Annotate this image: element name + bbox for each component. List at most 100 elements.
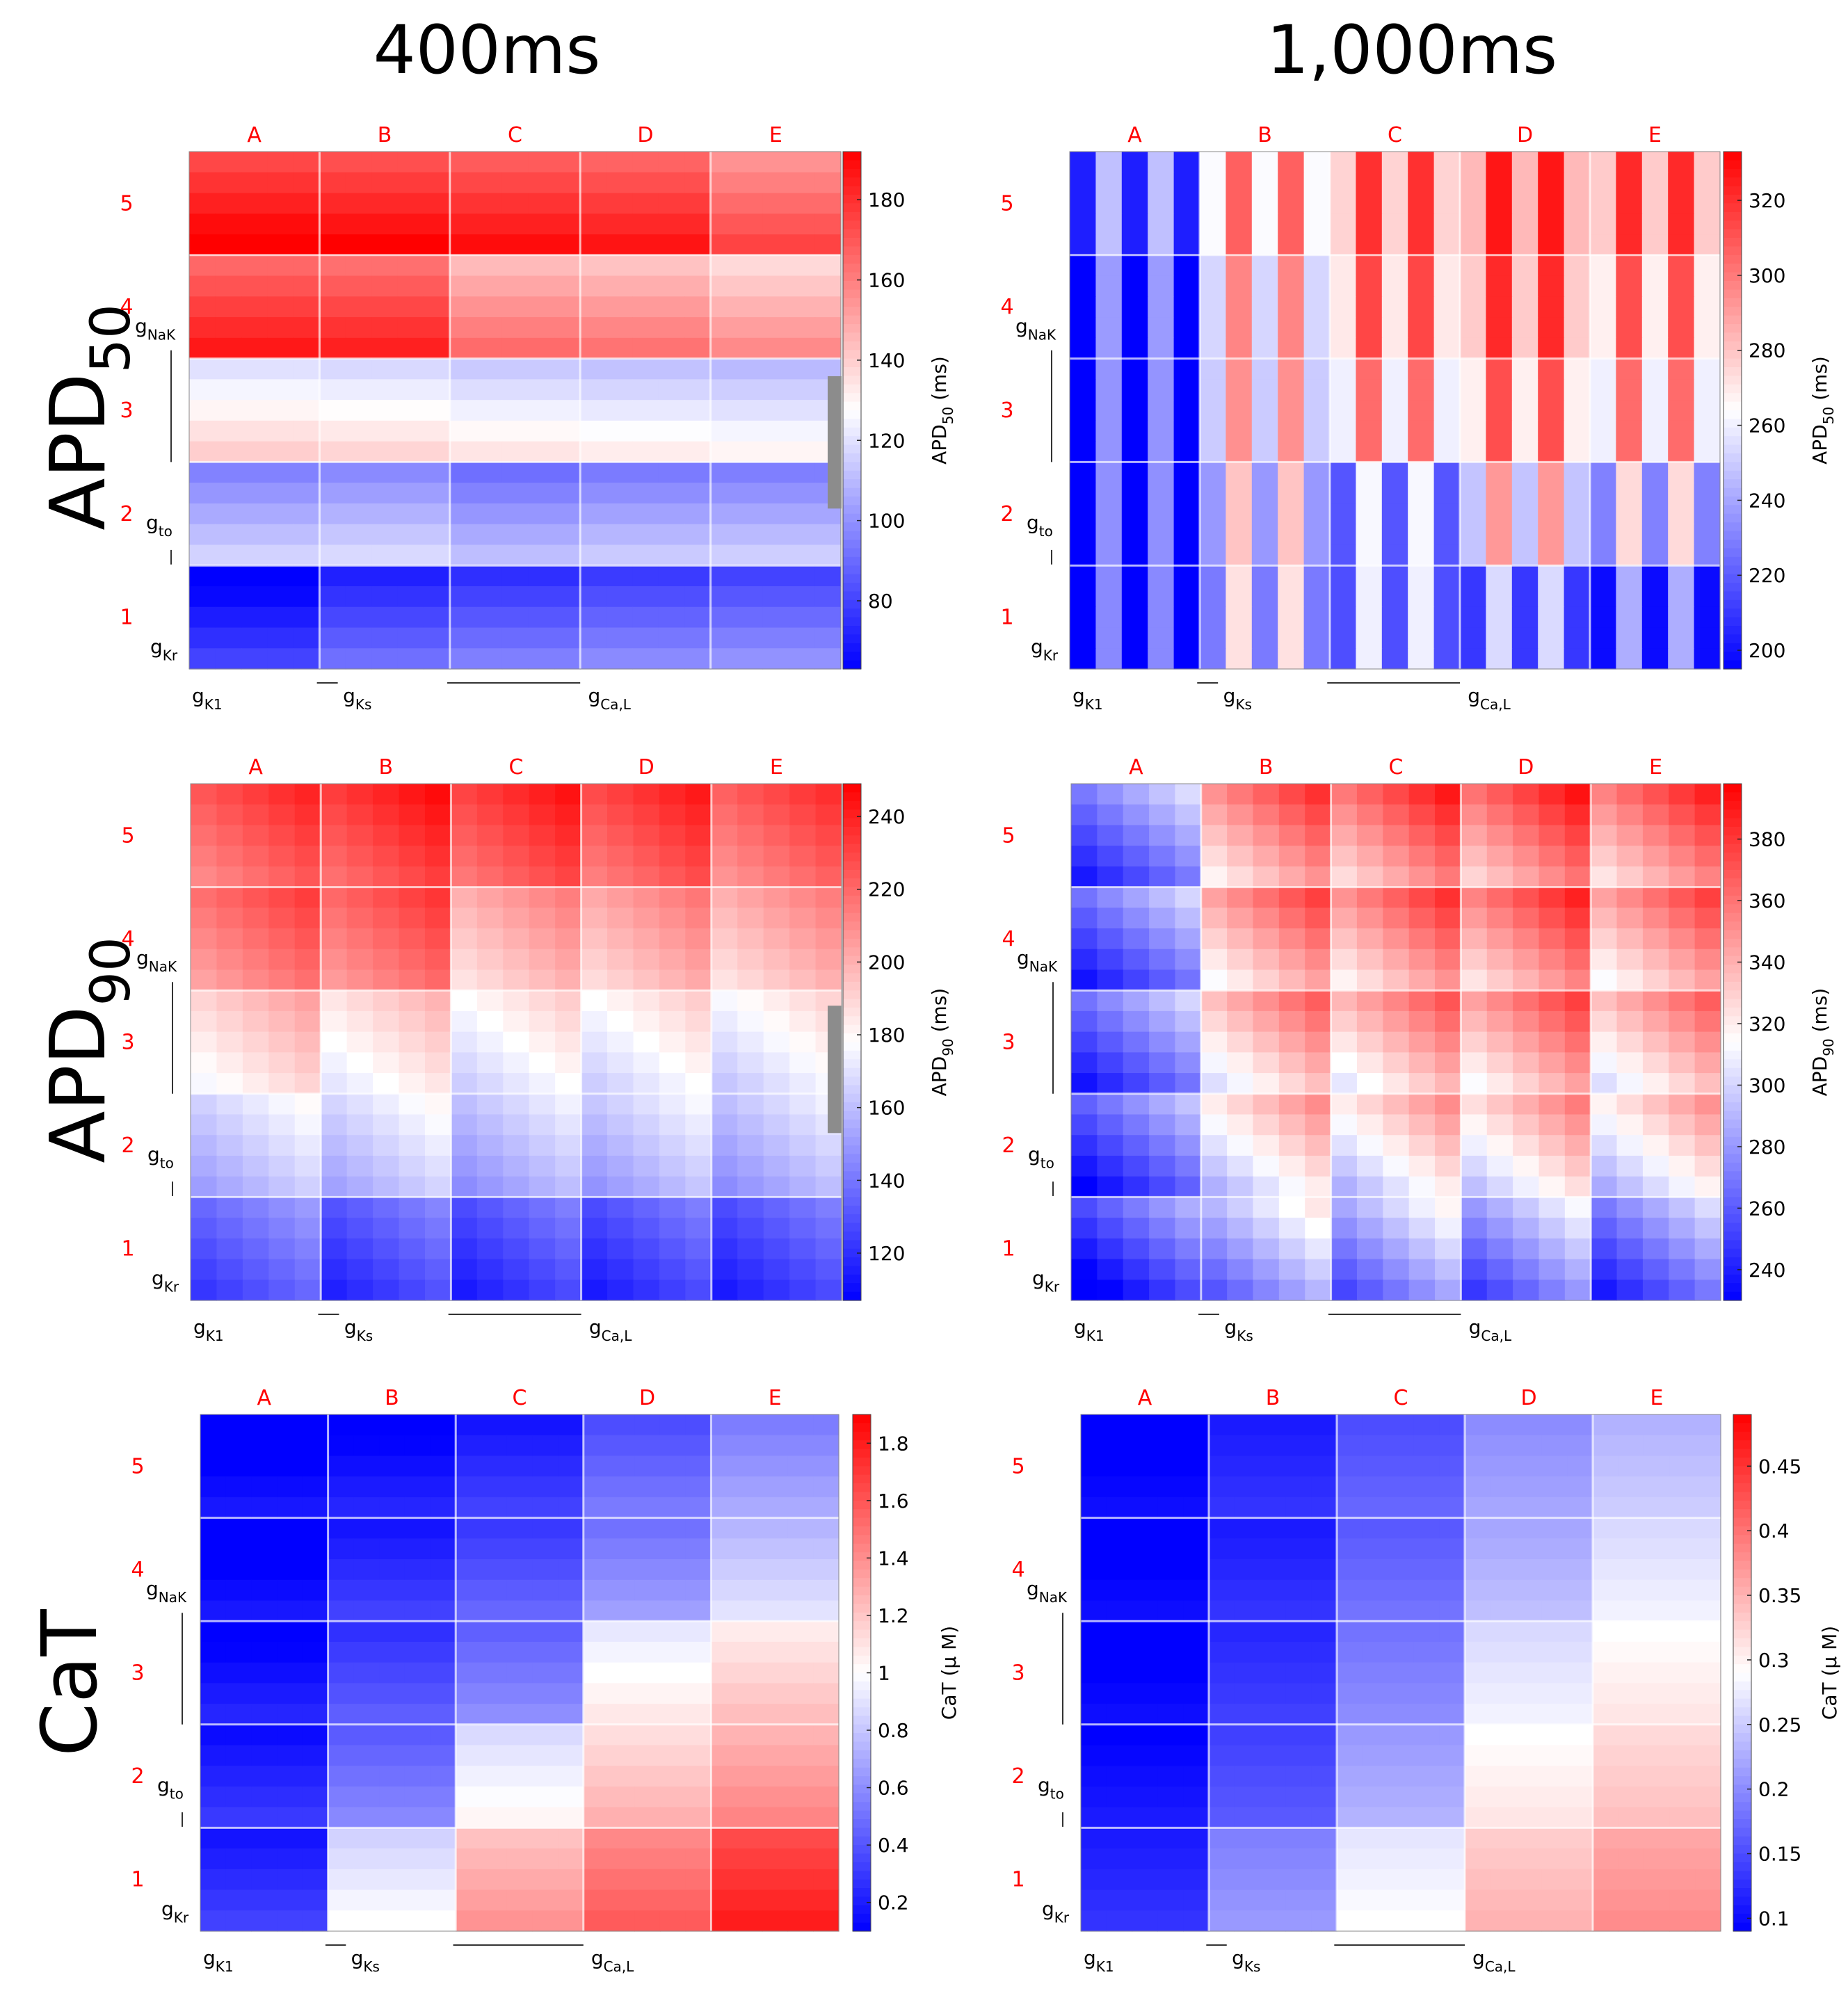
colorbar-segment <box>1724 921 1742 931</box>
heatmap-cell <box>1567 1910 1593 1932</box>
heatmap-cell <box>1618 1455 1645 1477</box>
heatmap-cell <box>659 804 686 826</box>
heatmap-cell <box>200 1786 227 1808</box>
heatmap-cell <box>1381 606 1408 629</box>
heatmap-cell <box>268 1114 296 1136</box>
heatmap-cell <box>581 949 608 971</box>
heatmap-cell <box>345 648 372 670</box>
heatmap-cell <box>302 1766 329 1787</box>
heatmap-cell <box>225 1683 252 1704</box>
colorbar-tick-label: 1.2 <box>878 1604 909 1627</box>
heatmap-cell <box>1593 1455 1619 1477</box>
heatmap-cell <box>1567 1621 1593 1643</box>
heatmap-cell <box>1618 1807 1645 1828</box>
heatmap-cell <box>659 1414 686 1436</box>
heatmap-cell <box>1330 586 1356 608</box>
heatmap-cell <box>1616 1176 1644 1197</box>
heatmap-cell <box>1465 1786 1491 1808</box>
heatmap-cell <box>1070 586 1096 608</box>
heatmap-cell <box>1285 1683 1312 1704</box>
heatmap-cell <box>251 1538 278 1560</box>
heatmap-cell <box>506 1621 533 1643</box>
heatmap-cell <box>191 1197 218 1218</box>
heatmap-cell <box>1541 1683 1568 1704</box>
colorbar-tick-label: 300 <box>1749 264 1785 287</box>
heatmap-cell <box>1356 275 1383 297</box>
heatmap-cell <box>379 1435 405 1457</box>
heatmap-cell <box>711 1662 737 1684</box>
heatmap-cell <box>404 1889 431 1911</box>
heatmap-cell <box>1149 1197 1176 1218</box>
heatmap-cell <box>737 317 764 339</box>
heatmap-cell <box>1460 627 1486 649</box>
heatmap-cell <box>581 1155 608 1177</box>
heatmap-cell <box>1460 586 1486 608</box>
heatmap-cell <box>379 1724 405 1746</box>
heatmap-cell <box>813 1869 839 1891</box>
heatmap-cell <box>321 1155 348 1177</box>
heatmap-cell <box>606 317 633 339</box>
heatmap-cell <box>659 1010 686 1033</box>
heatmap-cell <box>737 420 764 442</box>
heatmap-cell <box>1226 627 1253 649</box>
heatmap-cell <box>1460 400 1486 421</box>
heatmap-cell <box>346 1218 373 1239</box>
heatmap-cell <box>609 1889 635 1911</box>
heatmap-cell <box>353 1786 380 1808</box>
heatmap-cell <box>1253 1218 1280 1239</box>
colorbar-segment <box>843 453 861 462</box>
heatmap-cell <box>789 255 816 277</box>
heatmap-cell <box>1490 1579 1517 1602</box>
heatmap-cell <box>581 1010 608 1033</box>
heatmap-cell <box>1173 545 1200 566</box>
column-letter-D: D <box>1518 755 1534 780</box>
colorbar-segment <box>1733 1561 1751 1570</box>
column-title-400ms: 400ms <box>373 11 601 89</box>
heatmap-cell <box>1564 949 1591 971</box>
heatmap-cell <box>251 1559 278 1581</box>
heatmap-cell <box>710 441 737 462</box>
heatmap-cell <box>1106 1786 1133 1808</box>
heatmap-cell <box>762 1745 789 1766</box>
colorbar-segment <box>853 1672 871 1682</box>
heatmap-cell <box>1616 606 1643 629</box>
column-letter-A: A <box>248 755 263 780</box>
heatmap-cell <box>580 420 607 442</box>
heatmap-cell <box>1123 784 1150 805</box>
heatmap-cell <box>1413 1579 1440 1602</box>
heatmap-cell <box>1567 1848 1593 1870</box>
heatmap-cell <box>1590 255 1616 277</box>
heatmap-cell <box>424 1238 451 1260</box>
heatmap-cell <box>373 1218 400 1239</box>
heatmap-cell <box>506 1559 533 1581</box>
heatmap-cell <box>241 503 268 525</box>
heatmap-cell <box>1567 1662 1593 1684</box>
heatmap-cell <box>1511 152 1538 173</box>
heatmap-cell <box>633 1114 660 1136</box>
heatmap-cell <box>216 1259 243 1280</box>
heatmap-cell <box>580 213 607 235</box>
heatmap-cell <box>633 1155 660 1177</box>
heatmap-cell <box>302 1848 329 1870</box>
heatmap-cell <box>555 1052 582 1074</box>
column-letter-B: B <box>1266 1386 1280 1410</box>
heatmap-cell <box>763 804 790 826</box>
heatmap-cell <box>379 1517 405 1539</box>
heatmap-cell <box>1234 1889 1261 1911</box>
heatmap-cell <box>1285 1786 1312 1808</box>
heatmap-cell <box>328 1455 354 1477</box>
heatmap-cell <box>1356 379 1383 401</box>
heatmap-cell <box>1486 648 1513 670</box>
heatmap-cell <box>607 1052 634 1074</box>
heatmap-cell <box>1305 1155 1332 1177</box>
heatmap-cell <box>1388 1724 1414 1746</box>
heatmap-cell <box>1070 337 1096 360</box>
heatmap-cell <box>1642 1259 1669 1280</box>
heatmap-cell <box>632 483 659 504</box>
heatmap-cell <box>1461 1197 1488 1218</box>
colorbar-segment <box>1733 1621 1751 1631</box>
heatmap-cell <box>529 908 556 929</box>
heatmap-cell <box>1541 1910 1568 1932</box>
heatmap-cell <box>1356 1238 1383 1260</box>
heatmap-cell <box>710 255 737 277</box>
